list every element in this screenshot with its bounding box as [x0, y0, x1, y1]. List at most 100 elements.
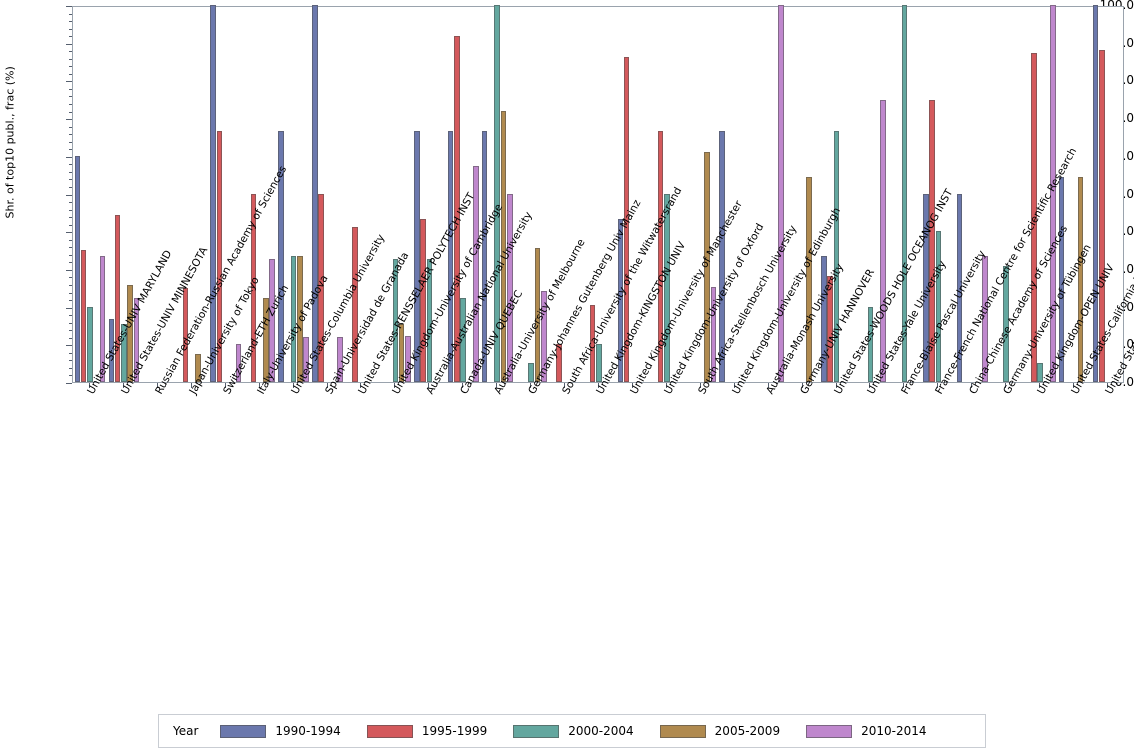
legend-item[interactable]: 2005-2009 — [659, 724, 780, 738]
legend-label: 2010-2014 — [861, 724, 927, 738]
bar — [297, 256, 303, 382]
y-axis-minor-tick — [68, 21, 72, 23]
bar — [413, 130, 420, 382]
y-axis-minor-tick — [68, 73, 72, 75]
legend-swatch — [659, 724, 706, 738]
y-axis-minor-tick — [68, 375, 72, 377]
y-axis-minor-tick — [68, 13, 72, 15]
y-axis-minor-tick — [68, 300, 72, 302]
y-axis-minor-tick — [68, 247, 72, 249]
y-axis-minor-tick — [68, 352, 72, 354]
y-axis-minor-tick — [68, 28, 72, 30]
y-axis-tick-mark — [66, 194, 72, 196]
bar — [1031, 52, 1037, 382]
y-axis-minor-tick — [68, 171, 72, 173]
bar — [657, 130, 664, 382]
y-axis-minor-tick — [68, 224, 72, 226]
y-axis-minor-tick — [68, 96, 72, 98]
bar — [555, 344, 562, 382]
x-axis-tick-mark — [869, 383, 871, 388]
bar — [454, 36, 460, 382]
bar — [528, 363, 534, 382]
legend-swatch — [513, 724, 560, 738]
y-axis-minor-tick — [68, 134, 72, 136]
bar — [290, 256, 297, 382]
y-axis-minor-tick — [68, 284, 72, 286]
x-axis-tick-mark — [428, 383, 430, 388]
bar — [710, 287, 717, 382]
bar — [494, 5, 500, 382]
legend-label: 2000-2004 — [568, 724, 634, 738]
bar — [1077, 176, 1084, 382]
y-axis-minor-tick — [68, 88, 72, 90]
x-axis-tick-mark — [937, 383, 939, 388]
bar — [473, 165, 479, 382]
bar — [80, 250, 87, 382]
y-axis-minor-tick — [68, 330, 72, 332]
bar — [121, 323, 127, 382]
x-axis-tick-mark — [496, 383, 498, 388]
bar — [929, 100, 935, 382]
bar — [133, 298, 140, 382]
x-axis-tick-mark — [598, 383, 599, 388]
bar — [867, 306, 874, 382]
x-axis-tick-mark — [326, 383, 328, 388]
bar — [623, 57, 630, 382]
legend-title: Year — [173, 724, 199, 738]
legend-item[interactable]: 2010-2014 — [806, 724, 927, 738]
y-axis-tick-mark — [66, 6, 72, 7]
bar — [596, 344, 602, 382]
y-axis-minor-tick — [68, 164, 72, 166]
y-axis-minor-tick — [68, 254, 72, 256]
bar — [318, 193, 324, 382]
legend-swatch — [806, 724, 853, 738]
bar — [398, 323, 405, 382]
y-axis-tick-mark — [66, 307, 72, 309]
bar — [982, 256, 988, 382]
x-axis-tick-mark — [292, 383, 294, 388]
bar — [534, 248, 541, 382]
x-axis-tick-mark — [258, 383, 260, 388]
bar — [250, 193, 257, 382]
y-axis-minor-tick — [68, 202, 72, 204]
bar — [481, 130, 488, 382]
bar — [506, 193, 513, 382]
bar — [1049, 5, 1056, 382]
legend-label: 1990-1994 — [275, 724, 341, 738]
bar — [74, 155, 81, 382]
y-axis-minor-tick — [68, 36, 72, 38]
bar — [617, 219, 624, 382]
y-axis-minor-tick — [68, 111, 72, 113]
y-axis-minor-tick — [68, 262, 72, 264]
y-axis-minor-tick — [68, 209, 72, 211]
bar — [337, 337, 343, 382]
legend-item[interactable]: 1995-1999 — [366, 724, 487, 738]
x-axis-tick-mark — [394, 383, 396, 388]
bar — [1003, 265, 1010, 382]
bar — [719, 130, 725, 382]
x-axis-tick-mark — [1039, 383, 1041, 388]
x-axis-tick-mark — [903, 383, 905, 388]
x-axis-tick-mark — [835, 383, 837, 388]
bar — [182, 287, 189, 382]
bar — [263, 298, 269, 382]
y-axis-minor-tick — [68, 337, 72, 339]
x-axis-tick-mark — [360, 383, 362, 388]
y-axis-minor-tick — [68, 322, 72, 324]
bar — [87, 306, 93, 382]
y-axis-tick-mark — [66, 232, 72, 234]
x-axis-tick-mark — [530, 383, 532, 388]
y-axis-label: Shr. of top10 publ., frac (%) — [3, 66, 17, 219]
legend-item[interactable]: 2000-2004 — [513, 724, 634, 738]
bar — [806, 176, 812, 382]
bar — [821, 256, 827, 382]
y-axis-minor-tick — [68, 104, 72, 106]
y-axis-minor-tick — [68, 58, 72, 60]
bar — [312, 5, 318, 382]
y-axis-minor-tick — [68, 277, 72, 279]
y-axis-minor-tick — [68, 126, 72, 128]
bar — [99, 256, 106, 382]
y-axis-minor-tick — [68, 217, 72, 219]
y-axis-minor-tick — [68, 141, 72, 143]
legend-item[interactable]: 1990-1994 — [220, 724, 341, 738]
